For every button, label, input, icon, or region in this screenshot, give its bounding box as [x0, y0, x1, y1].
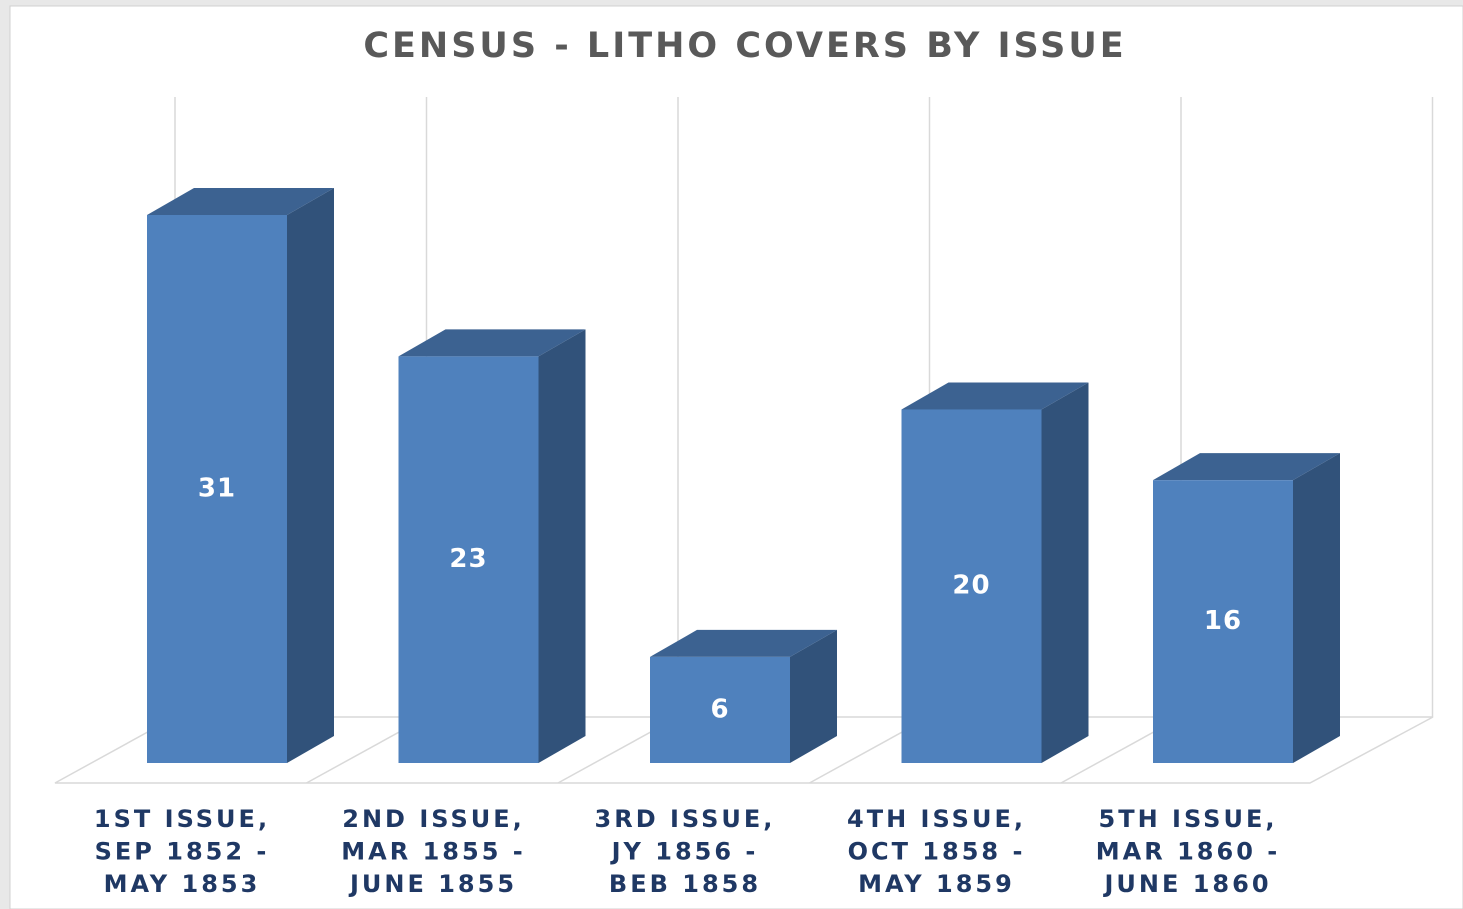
- data-label: 20: [952, 571, 990, 601]
- bar: [650, 656, 790, 763]
- bar-side: [287, 188, 334, 763]
- x-tick-label: MAY 1859: [858, 870, 1015, 898]
- x-tick-label: MAR 1855 -: [341, 838, 525, 866]
- x-tick-label: 1ST ISSUE,: [94, 805, 270, 833]
- data-label: 23: [449, 544, 487, 574]
- x-tick-label: JUNE 1855: [348, 870, 517, 898]
- bar-side: [790, 629, 837, 763]
- data-label: 16: [1204, 606, 1242, 636]
- bar-side: [1293, 453, 1340, 763]
- x-tick-label: MAR 1860 -: [1096, 838, 1280, 866]
- data-label: 31: [198, 474, 236, 504]
- bar: [1153, 480, 1293, 763]
- x-tick-label: JUNE 1860: [1102, 870, 1271, 898]
- bar: [901, 409, 1042, 763]
- x-tick-label: 4TH ISSUE,: [847, 805, 1026, 833]
- x-tick-label: 2ND ISSUE,: [342, 805, 524, 833]
- bar-top: [650, 629, 837, 657]
- bar-side: [538, 329, 586, 763]
- bar-top: [147, 188, 334, 215]
- bar: [398, 356, 539, 763]
- bar: [147, 215, 287, 763]
- bar-top: [901, 382, 1089, 410]
- bar-top: [398, 329, 586, 357]
- x-tick-label: 5TH ISSUE,: [1099, 805, 1278, 833]
- x-tick-label: OCT 1858 -: [848, 838, 1026, 866]
- x-tick-label: 3RD ISSUE,: [595, 805, 776, 833]
- data-label: 6: [710, 694, 729, 724]
- bar-side: [1041, 382, 1089, 763]
- chart-title: CENSUS - LITHO COVERS BY ISSUE: [363, 26, 1126, 66]
- x-tick-label: BEB 1858: [609, 870, 761, 898]
- x-tick-label: MAY 1853: [104, 870, 261, 898]
- bar-top: [1153, 453, 1340, 481]
- x-tick-label: JY 1856 -: [610, 838, 759, 866]
- x-tick-label: SEP 1852 -: [95, 838, 270, 866]
